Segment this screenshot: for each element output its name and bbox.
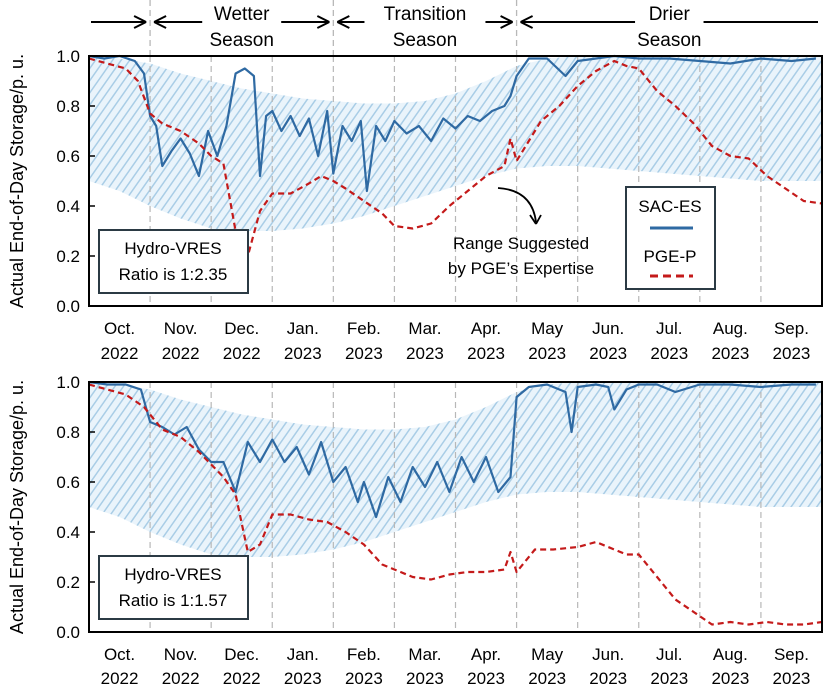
x-tick-year-7: 2023	[528, 669, 566, 688]
range-note-line1: Range Suggested	[453, 234, 589, 253]
x-tick-year-5: 2023	[406, 669, 444, 688]
ratio-annotation-box	[98, 229, 249, 294]
season-label-2: Transition	[384, 4, 467, 25]
x-tick-month-9: Jul.	[656, 645, 682, 664]
plot-frame	[88, 381, 823, 633]
x-tick-month-2: Dec.	[224, 319, 259, 338]
y-tick-label-1: 0.2	[56, 247, 80, 266]
x-tick-year-0: 2022	[101, 344, 139, 363]
x-tick-year-3: 2023	[284, 669, 322, 688]
x-tick-month-6: Apr.	[471, 319, 501, 338]
x-tick-month-7: May	[531, 645, 564, 664]
x-tick-year-4: 2023	[345, 669, 383, 688]
x-tick-month-10: Aug.	[713, 319, 748, 338]
y-tick-label-4: 0.8	[56, 97, 80, 116]
x-tick-month-11: Sep.	[774, 319, 809, 338]
season-arrowhead-left-2	[336, 15, 350, 29]
x-tick-year-9: 2023	[650, 669, 688, 688]
y-tick-label-0: 0.0	[56, 297, 80, 316]
range-note-arrow	[497, 187, 537, 223]
x-tick-month-8: Jun.	[592, 319, 624, 338]
range-note-line2: by PGE’s Expertise	[448, 259, 594, 278]
x-tick-month-2: Dec.	[224, 645, 259, 664]
y-tick-label-0: 0.0	[56, 623, 80, 642]
x-tick-month-5: Mar.	[408, 319, 441, 338]
x-tick-year-2: 2022	[223, 669, 261, 688]
x-tick-month-0: Oct.	[104, 319, 135, 338]
y-axis-label: Actual End-of-Day Storage/p. u.	[7, 54, 27, 308]
y-tick-label-2: 0.4	[56, 523, 80, 542]
x-tick-year-6: 2023	[467, 344, 505, 363]
x-tick-month-8: Jun.	[592, 645, 624, 664]
ratio-annotation-line1: Hydro-VRES	[124, 565, 221, 584]
x-tick-year-0: 2022	[101, 669, 139, 688]
x-tick-year-8: 2023	[589, 344, 627, 363]
ratio-annotation-box	[98, 555, 249, 620]
season-label-1: Wetter	[214, 4, 270, 25]
series-line-sac-es	[88, 54, 817, 193]
x-tick-year-5: 2023	[406, 344, 444, 363]
legend-box	[625, 186, 716, 290]
range-note-arrowhead	[529, 214, 542, 225]
x-tick-month-4: Feb.	[347, 319, 381, 338]
season-arrowhead-left-3	[520, 15, 534, 29]
x-tick-year-10: 2023	[711, 344, 749, 363]
x-tick-month-3: Jan.	[287, 645, 319, 664]
legend-label-pge-p: PGE-P	[644, 247, 697, 266]
y-tick-label-4: 0.8	[56, 423, 80, 442]
y-tick-label-2: 0.4	[56, 197, 80, 216]
x-tick-month-1: Nov.	[164, 645, 198, 664]
y-tick-label-3: 0.6	[56, 473, 80, 492]
series-line-pge-p	[88, 383, 823, 626]
x-tick-month-10: Aug.	[713, 645, 748, 664]
x-tick-year-10: 2023	[711, 669, 749, 688]
x-tick-month-1: Nov.	[164, 319, 198, 338]
season-sublabel-3: Season	[637, 30, 701, 51]
x-tick-month-0: Oct.	[104, 645, 135, 664]
ratio-annotation-line1: Hydro-VRES	[124, 239, 221, 258]
y-tick-label-5: 1.0	[56, 373, 80, 392]
y-tick-label-3: 0.6	[56, 147, 80, 166]
y-tick-label-1: 0.2	[56, 573, 80, 592]
x-tick-year-2: 2022	[223, 344, 261, 363]
series-line-pge-p	[88, 57, 823, 258]
x-tick-year-8: 2023	[589, 669, 627, 688]
x-tick-month-11: Sep.	[774, 645, 809, 664]
season-header: Wetter Season Transition Season Drier Season	[91, 0, 818, 56]
legend-label-sac-es: SAC-ES	[638, 197, 701, 216]
season-sublabel-2: Season	[393, 30, 457, 51]
x-tick-month-5: Mar.	[408, 645, 441, 664]
series-line-sac-es	[88, 380, 816, 519]
season-arrowhead-right-1	[316, 15, 330, 29]
season-label-3: Drier	[649, 4, 691, 25]
x-tick-month-7: May	[531, 319, 564, 338]
x-tick-month-4: Feb.	[347, 645, 381, 664]
x-tick-month-9: Jul.	[656, 319, 682, 338]
x-tick-year-7: 2023	[528, 344, 566, 363]
x-tick-year-6: 2023	[467, 669, 505, 688]
x-tick-month-3: Jan.	[287, 319, 319, 338]
x-tick-year-9: 2023	[650, 344, 688, 363]
x-tick-year-3: 2023	[284, 344, 322, 363]
x-tick-year-1: 2022	[162, 669, 200, 688]
plot-frame	[88, 55, 823, 307]
season-sublabel-1: Season	[209, 30, 273, 51]
x-tick-month-6: Apr.	[471, 645, 501, 664]
panel-top: 0.0 0.2 0.4 0.6 0.8 1.0 Oct. 2022 Nov. 2022 Dec. 20…	[7, 47, 823, 363]
x-tick-year-4: 2023	[345, 344, 383, 363]
suggested-range-band	[89, 382, 822, 557]
x-tick-year-11: 2023	[773, 344, 811, 363]
y-tick-label-5: 1.0	[56, 47, 80, 66]
y-axis-label: Actual End-of-Day Storage/p. u.	[7, 380, 27, 634]
x-tick-year-11: 2023	[773, 669, 811, 688]
ratio-annotation-line2: Ratio is 1:2.35	[119, 265, 228, 284]
x-tick-year-1: 2022	[162, 344, 200, 363]
season-arrowhead-right-2	[500, 15, 514, 29]
season-arrowhead-0	[133, 15, 147, 29]
panel-bottom: 0.0 0.2 0.4 0.6 0.8 1.0 Oct. 2022 Nov. 2022 Dec. 20…	[7, 373, 823, 688]
ratio-annotation-line2: Ratio is 1:1.57	[119, 591, 228, 610]
season-arrowhead-left-1	[153, 15, 167, 29]
